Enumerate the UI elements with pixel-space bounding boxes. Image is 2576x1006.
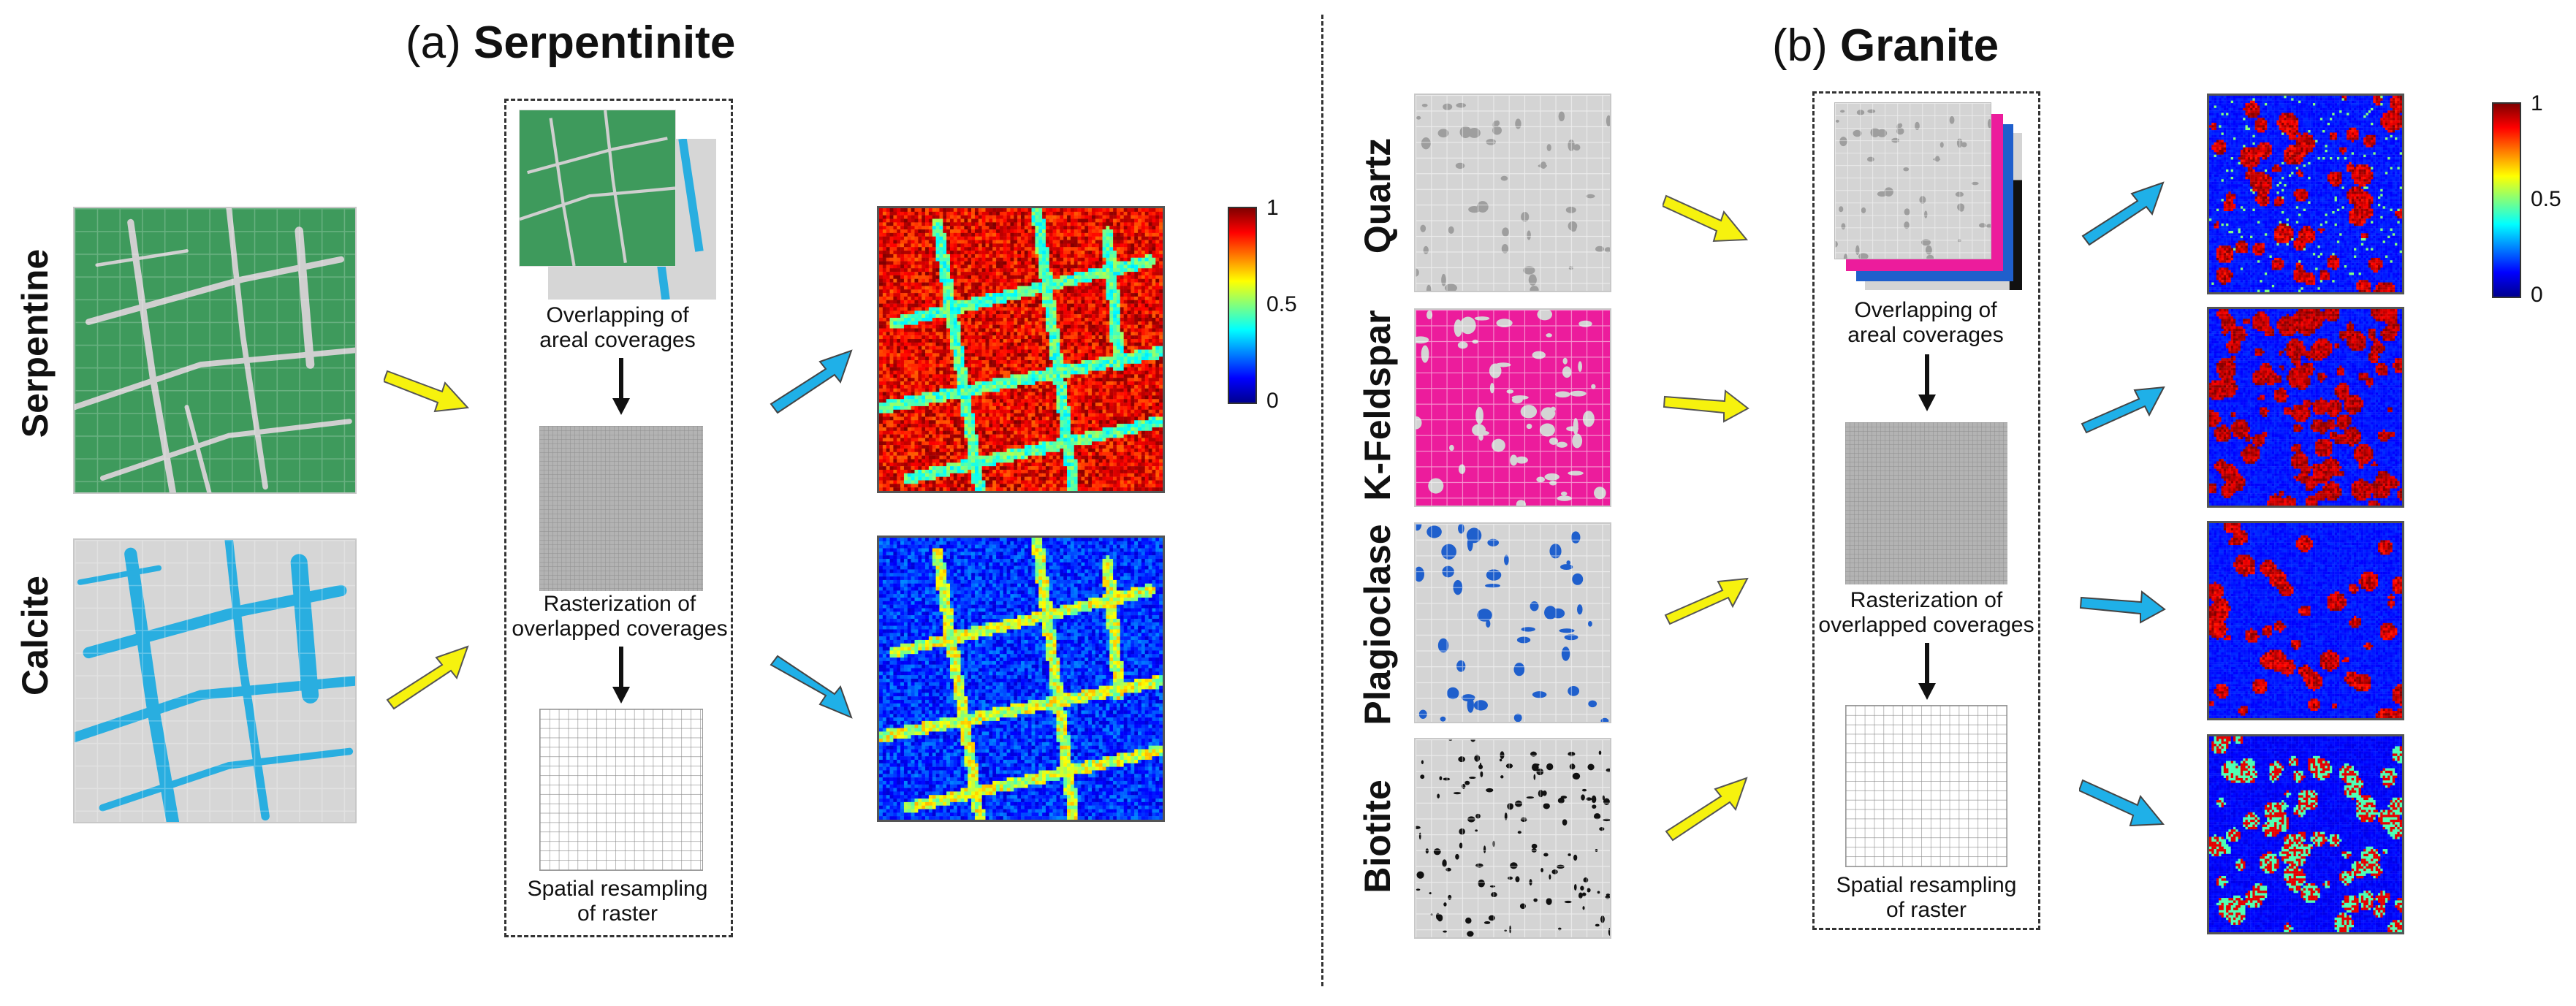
rasterize-step-line1: Rasterization of — [1817, 588, 2036, 613]
blue-arrow-icon — [2081, 386, 2165, 434]
panel-a-letter: (a) — [406, 18, 461, 68]
heatmap-cells — [2209, 309, 2402, 506]
down-arrow-icon — [1918, 643, 1936, 700]
grain-texture — [1416, 524, 1610, 722]
calcite-probability-map — [877, 536, 1165, 822]
yellow-arrow-icon — [1663, 389, 1749, 423]
down-arrow-icon — [612, 358, 630, 415]
raster-grid — [1845, 422, 2007, 584]
colorbar-b-min: 0 — [2531, 283, 2543, 308]
down-arrow-icon — [1918, 354, 1936, 411]
k-feldspar-coverage-map — [1414, 308, 1611, 507]
rasterize-step-line2: overlapped coverages — [510, 617, 729, 641]
quartz-layer — [1834, 102, 1991, 259]
calcite-label: Calcite — [14, 576, 56, 696]
serpentine-probability-map — [877, 206, 1165, 493]
colorbar-a — [1228, 207, 1257, 404]
yellow-arrow-icon — [384, 370, 470, 413]
raster-grid — [539, 426, 703, 591]
blue-arrow-icon — [2079, 779, 2165, 827]
colorbar-a-mid: 0.5 — [1266, 292, 1297, 317]
grain-texture — [1416, 95, 1610, 291]
rasterize-step-line2: overlapped coverages — [1817, 613, 2036, 638]
yellow-arrow-icon — [1665, 777, 1748, 842]
biotite-label: Biotite — [1356, 780, 1399, 893]
rasterized-coverage-b — [1845, 422, 2007, 584]
blue-arrow-icon — [2079, 590, 2166, 624]
colorbar-b-mid: 0.5 — [2531, 187, 2561, 212]
yellow-arrow-icon — [1664, 577, 1749, 625]
panel-b-name: Granite — [1840, 20, 1999, 71]
colorbar-a-max: 1 — [1266, 196, 1279, 221]
grain-texture — [1835, 103, 1991, 259]
quartz-label: Quartz — [1356, 138, 1399, 254]
blue-arrow-icon — [770, 349, 853, 414]
serpentine-label: Serpentine — [14, 249, 56, 438]
serpentine-coverage-map — [73, 207, 357, 494]
processing-box-b — [1812, 91, 2040, 930]
panel-b-title: (b) Granite — [1772, 23, 1999, 69]
overlap-stack-a — [519, 110, 716, 300]
overlap-step-line2: areal coverages — [508, 328, 727, 353]
rasterize-step-line1: Rasterization of — [510, 592, 729, 617]
panel-a-title: (a) Serpentinite — [406, 20, 735, 66]
colorbar-b-gradient — [2493, 104, 2520, 297]
calcite-veins — [75, 540, 355, 822]
resample-step-line2: of raster — [1817, 898, 2036, 923]
coarse-grid — [1846, 706, 2007, 866]
panel-divider — [1321, 15, 1323, 986]
plagioclase-probability-map — [2207, 521, 2404, 720]
resampled-grid-a — [539, 709, 703, 871]
heatmap-cells — [2209, 96, 2402, 292]
overlap-step-line1: Overlapping of — [1816, 298, 2035, 323]
colorbar-b — [2492, 102, 2521, 298]
heatmap-cells — [879, 538, 1163, 820]
calcite-coverage-map — [73, 538, 357, 823]
quartz-coverage-map — [1414, 94, 1611, 292]
resample-step-line1: Spatial resampling — [508, 877, 727, 902]
colorbar-a-gradient — [1229, 208, 1255, 403]
rasterized-coverage-a — [539, 426, 703, 591]
resample-step-label-b: Spatial resampling of raster — [1817, 873, 2036, 923]
resampled-grid-b — [1845, 705, 2007, 867]
plagioclase-coverage-map — [1414, 522, 1611, 723]
heatmap-cells — [879, 208, 1163, 491]
overlap-step-line1: Overlapping of — [508, 303, 727, 328]
k-feldspar-probability-map — [2207, 307, 2404, 508]
resample-step-line2: of raster — [508, 902, 727, 926]
overlap-stack-b — [1834, 102, 2024, 292]
grain-texture — [1416, 739, 1610, 937]
serpentine-layer-veins — [520, 110, 675, 266]
serpentine-layer — [519, 110, 676, 267]
overlap-step-label-a: Overlapping of areal coverages — [508, 303, 727, 353]
down-arrow-icon — [612, 647, 630, 704]
plagioclase-label: Plagioclase — [1356, 524, 1399, 725]
panel-a-name: Serpentinite — [474, 18, 735, 68]
yellow-arrow-icon — [386, 645, 469, 710]
serpentine-veins — [75, 208, 355, 492]
resample-step-line1: Spatial resampling — [1817, 873, 2036, 898]
heatmap-cells — [2209, 736, 2402, 932]
rasterize-step-label-b: Rasterization of overlapped coverages — [1817, 588, 2036, 638]
yellow-arrow-icon — [1663, 194, 1749, 243]
rasterize-step-label-a: Rasterization of overlapped coverages — [510, 592, 729, 641]
resample-step-label-a: Spatial resampling of raster — [508, 877, 727, 926]
overlap-step-label-b: Overlapping of areal coverages — [1816, 298, 2035, 348]
blue-arrow-icon — [2081, 181, 2165, 246]
panel-b-letter: (b) — [1772, 20, 1828, 71]
biotite-coverage-map — [1414, 738, 1611, 939]
overlap-step-line2: areal coverages — [1816, 323, 2035, 348]
processing-box-a — [504, 99, 733, 937]
biotite-probability-map — [2207, 734, 2404, 934]
colorbar-a-min: 0 — [1266, 389, 1279, 414]
heatmap-cells — [2209, 523, 2402, 718]
coarse-grid — [540, 709, 702, 870]
k-feldspar-label: K-Feldspar — [1356, 310, 1399, 500]
grain-texture — [1416, 310, 1610, 506]
blue-arrow-icon — [770, 655, 853, 719]
quartz-probability-map — [2207, 94, 2404, 294]
colorbar-b-max: 1 — [2531, 91, 2543, 116]
